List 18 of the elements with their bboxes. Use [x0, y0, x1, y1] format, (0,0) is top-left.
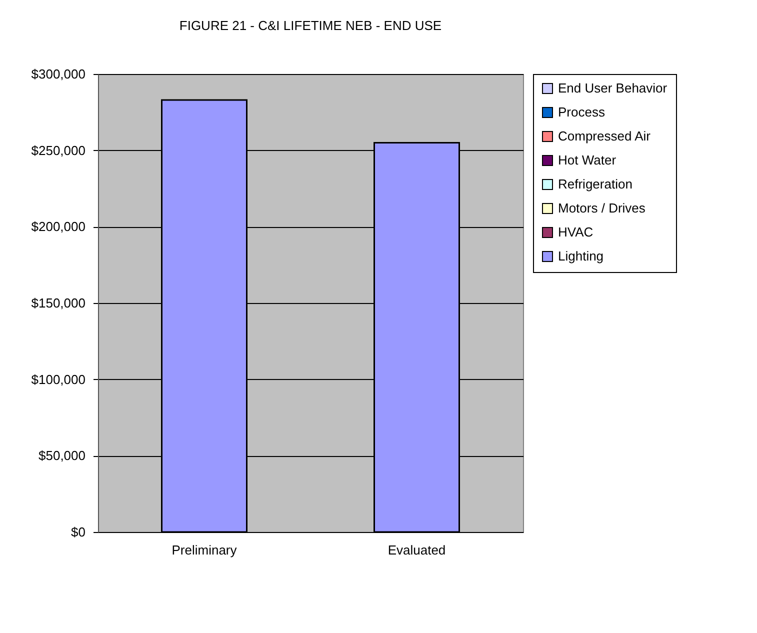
- legend-label: Process: [558, 104, 606, 120]
- legend-label: Lighting: [558, 248, 604, 264]
- legend-label: Motors / Drives: [558, 200, 646, 216]
- y-tick-label: $250,000: [31, 142, 86, 158]
- x-tick-label: Evaluated: [388, 542, 446, 558]
- y-tick-label: $200,000: [31, 219, 86, 234]
- y-tick-label: $50,000: [38, 448, 86, 464]
- y-tick-label: $300,000: [31, 66, 86, 82]
- legend-label: Compressed Air: [558, 128, 652, 144]
- legend-label: End User Behavior: [558, 80, 668, 96]
- y-tick-label: $100,000: [31, 372, 86, 387]
- x-tick-label: Preliminary: [172, 542, 238, 558]
- legend-label: Hot Water: [558, 152, 617, 168]
- chart-title: FIGURE 21 - C&I LIFETIME NEB - END USE: [179, 18, 442, 33]
- legend-label: HVAC: [558, 224, 594, 240]
- y-tick-label: $0: [71, 524, 86, 540]
- legend-label: Refrigeration: [558, 176, 632, 192]
- y-tick-label: $150,000: [31, 296, 86, 310]
